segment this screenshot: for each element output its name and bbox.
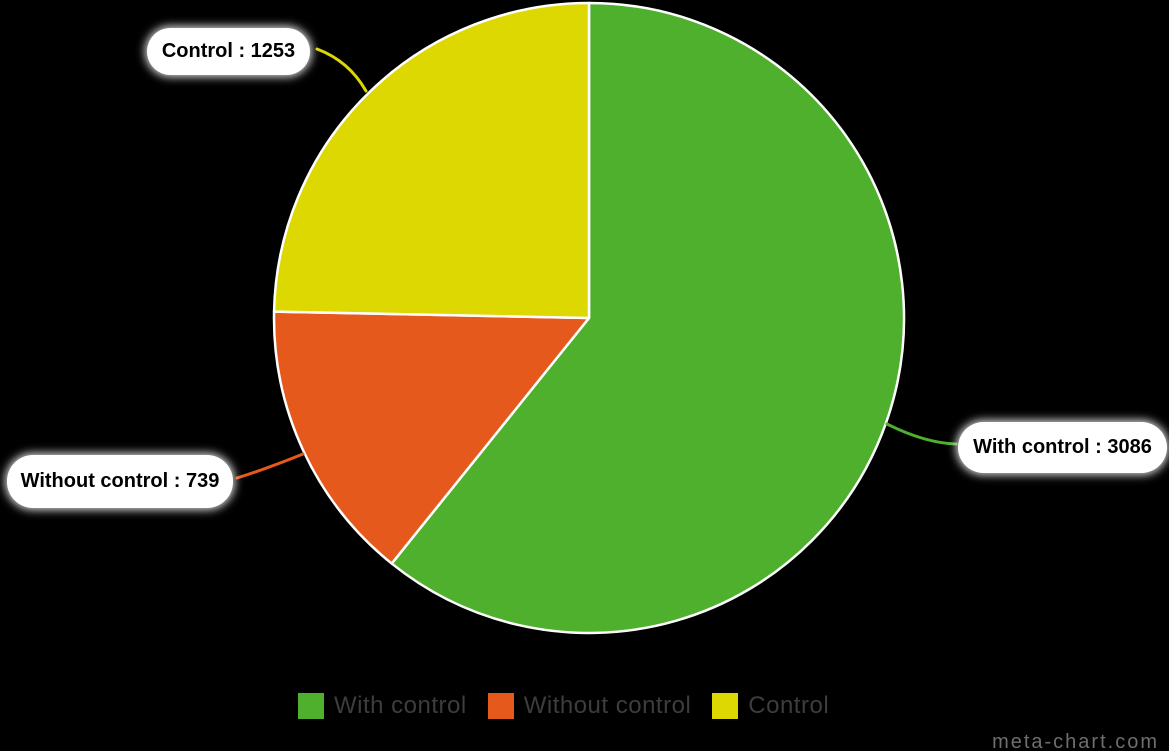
callout-without-control: Without control : 739: [7, 455, 233, 508]
callout-with-control: With control : 3086: [958, 422, 1167, 473]
pie-slice-without-control: [272, 310, 591, 565]
connector-with-control: [885, 422, 958, 446]
legend-item-without-control: Without control: [487, 692, 692, 720]
legend-label-control: Control: [748, 692, 830, 719]
pie-slices: [272, 1, 906, 635]
legend-label-with-control: With control: [334, 692, 467, 719]
callout-control: Control : 1253: [147, 28, 310, 75]
callout-connectors: [235, 47, 958, 480]
watermark: meta-chart.com: [992, 731, 1159, 751]
callout-without-control-text: Without control : 739: [20, 470, 220, 492]
connector-control: [315, 47, 368, 93]
pie-slice-with-control: [390, 1, 906, 635]
legend-swatch-control: [712, 693, 739, 719]
legend-swatch-with-control: [298, 693, 324, 719]
legend: With control Without control Control: [298, 692, 829, 720]
callout-with-control-text: With control : 3086: [973, 436, 1152, 458]
legend-item-with-control: With control: [298, 692, 467, 720]
connector-without-control: [235, 452, 305, 480]
legend-swatch-without-control: [487, 693, 514, 719]
pie-slice-control: [272, 1, 591, 320]
legend-item-control: Control: [712, 692, 829, 720]
callout-control-text: Control : 1253: [161, 40, 296, 62]
legend-label-without-control: Without control: [523, 692, 692, 719]
